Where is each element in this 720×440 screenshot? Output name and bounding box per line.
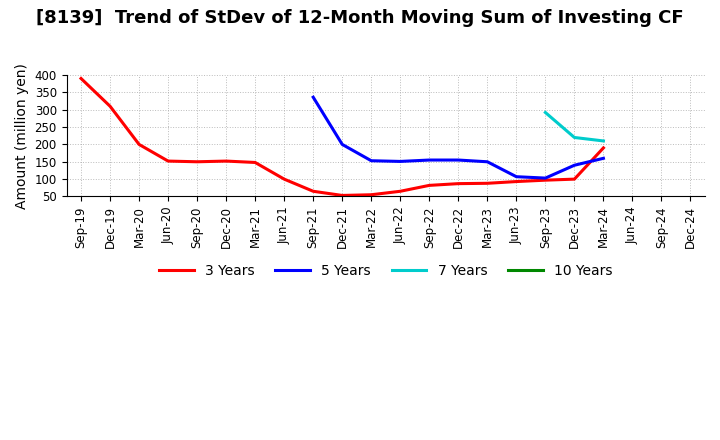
5 Years xyxy=(396,159,405,164)
3 Years xyxy=(367,192,376,198)
7 Years xyxy=(570,135,579,140)
3 Years xyxy=(163,158,172,164)
Legend: 3 Years, 5 Years, 7 Years, 10 Years: 3 Years, 5 Years, 7 Years, 10 Years xyxy=(153,258,618,283)
Line: 7 Years: 7 Years xyxy=(545,113,603,141)
3 Years xyxy=(135,142,143,147)
3 Years xyxy=(338,193,346,198)
3 Years xyxy=(77,76,86,81)
3 Years xyxy=(106,103,114,109)
5 Years xyxy=(541,176,549,181)
Y-axis label: Amount (million yen): Amount (million yen) xyxy=(15,63,29,209)
3 Years xyxy=(251,160,259,165)
3 Years xyxy=(483,181,492,186)
3 Years xyxy=(309,189,318,194)
3 Years xyxy=(193,159,202,165)
5 Years xyxy=(512,174,521,180)
3 Years xyxy=(512,179,521,184)
7 Years xyxy=(599,138,608,143)
3 Years xyxy=(222,158,230,164)
7 Years xyxy=(541,110,549,115)
3 Years xyxy=(599,145,608,150)
Line: 5 Years: 5 Years xyxy=(313,97,603,178)
Text: [8139]  Trend of StDev of 12-Month Moving Sum of Investing CF: [8139] Trend of StDev of 12-Month Moving… xyxy=(36,9,684,27)
5 Years xyxy=(599,156,608,161)
3 Years xyxy=(280,176,289,182)
5 Years xyxy=(570,163,579,168)
3 Years xyxy=(570,176,579,182)
5 Years xyxy=(425,158,433,163)
5 Years xyxy=(483,159,492,165)
5 Years xyxy=(367,158,376,163)
5 Years xyxy=(454,158,463,163)
3 Years xyxy=(396,189,405,194)
Line: 3 Years: 3 Years xyxy=(81,78,603,195)
3 Years xyxy=(425,183,433,188)
5 Years xyxy=(309,95,318,100)
5 Years xyxy=(338,142,346,147)
3 Years xyxy=(454,181,463,186)
3 Years xyxy=(541,177,549,183)
